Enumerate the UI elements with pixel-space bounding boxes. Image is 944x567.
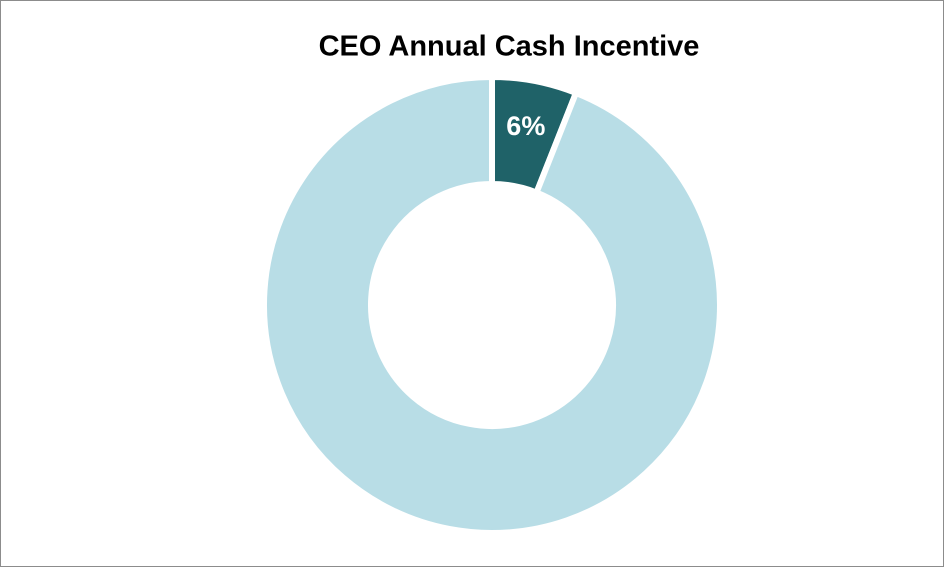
data-label: 6% (506, 111, 545, 141)
donut-segment (261, 73, 723, 536)
chart-title: CEO Annual Cash Incentive (319, 31, 700, 63)
